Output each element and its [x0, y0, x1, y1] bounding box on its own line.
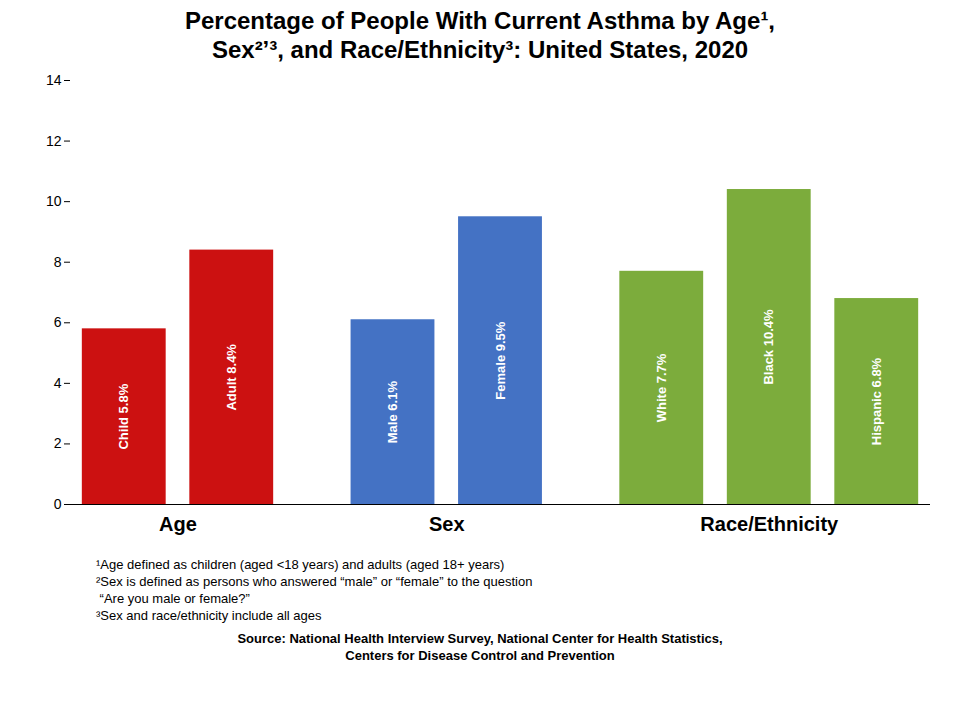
svg-text:14: 14: [46, 72, 62, 88]
html-text:Percentage of People With Curr: Percentage of People With Current Asthma…: [184, 7, 775, 34]
svg-text:0: 0: [54, 496, 62, 512]
svg-text:2: 2: [54, 435, 62, 451]
svg-text:Adult 8.4%: Adult 8.4%: [224, 344, 239, 411]
html-text:Centers for Disease Control an: Centers for Disease Control and Preventi…: [345, 648, 615, 663]
svg-text:Race/Ethnicity: Race/Ethnicity: [700, 513, 839, 535]
html-text:²Sex is defined as persons who: ²Sex is defined as persons who answered …: [96, 574, 533, 589]
svg-text:Child 5.8%: Child 5.8%: [116, 383, 131, 449]
svg-text:Age: Age: [159, 513, 197, 535]
svg-text:Female 9.5%: Female 9.5%: [493, 321, 508, 399]
svg-text:4: 4: [54, 375, 62, 391]
html-text:¹Age defined as children (aged: ¹Age defined as children (aged <18 years…: [96, 557, 505, 572]
svg-text:Hispanic 6.8%: Hispanic 6.8%: [869, 357, 884, 445]
svg-text:Sex: Sex: [429, 513, 465, 535]
svg-text:6: 6: [54, 314, 62, 330]
svg-text:12: 12: [46, 133, 62, 149]
svg-text:10: 10: [46, 193, 62, 209]
svg-text:Black 10.4%: Black 10.4%: [761, 309, 776, 385]
svg-text:Male 6.1%: Male 6.1%: [385, 381, 400, 444]
html-text:Source: National Health Interv: Source: National Health Interview Survey…: [237, 631, 723, 646]
html-text:Sex²’³, and Race/Ethnicity³: U: Sex²’³, and Race/Ethnicity³: United Stat…: [211, 36, 749, 63]
svg-text:White 7.7%: White 7.7%: [654, 353, 669, 422]
svg-text:8: 8: [54, 254, 62, 270]
html-text:“Are you male or female?”: “Are you male or female?”: [96, 591, 250, 606]
html-text:³Sex and race/ethnicity includ: ³Sex and race/ethnicity include all ages: [96, 608, 322, 623]
